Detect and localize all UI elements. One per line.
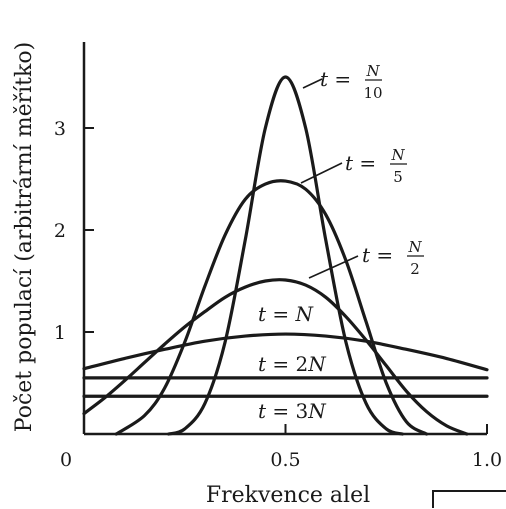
label-text: t = 2N	[258, 352, 327, 376]
label-numerator: N	[390, 146, 405, 164]
tick-labels: 1 2 3 0 0.5 1.0	[54, 118, 502, 471]
label-denominator: 10	[363, 84, 382, 102]
label-text: t = N	[258, 302, 315, 326]
label-numerator: N	[407, 238, 422, 256]
x-tick-label: 1.0	[472, 449, 502, 471]
series-curves	[82, 75, 489, 436]
label-prefix: t =	[345, 151, 376, 175]
label-leader-line	[300, 162, 343, 184]
label-denominator: 5	[393, 168, 403, 186]
y-axis-label: Počet populací (arbitrární měřítko)	[12, 42, 37, 432]
curve-t-n	[82, 332, 489, 372]
y-tick-label: 2	[54, 220, 66, 242]
label-prefix: t =	[362, 243, 393, 267]
label-t-n-5: t = N 5	[300, 146, 407, 186]
y-tick-label: 3	[54, 118, 66, 140]
curve-t-n-2	[82, 278, 469, 436]
label-t-n-2: t = N 2	[308, 238, 424, 279]
x-tick-label: 0	[60, 449, 72, 471]
label-leader-line	[308, 255, 359, 279]
corner-bracket	[432, 490, 506, 508]
label-t-2n: t = 2N	[258, 352, 327, 376]
label-leader-line	[302, 78, 323, 89]
y-tick-label: 1	[54, 322, 66, 344]
label-prefix: t =	[320, 67, 351, 91]
x-tick-label: 0.5	[270, 449, 300, 471]
label-text: t = 3N	[258, 399, 327, 423]
label-t-n-10: t = N 10	[302, 62, 383, 102]
label-t-n: t = N	[258, 302, 315, 326]
label-t-3n: t = 3N	[258, 399, 327, 423]
label-denominator: 2	[410, 260, 420, 278]
x-axis-label: Frekvence alel	[206, 483, 370, 508]
label-numerator: N	[365, 62, 380, 80]
